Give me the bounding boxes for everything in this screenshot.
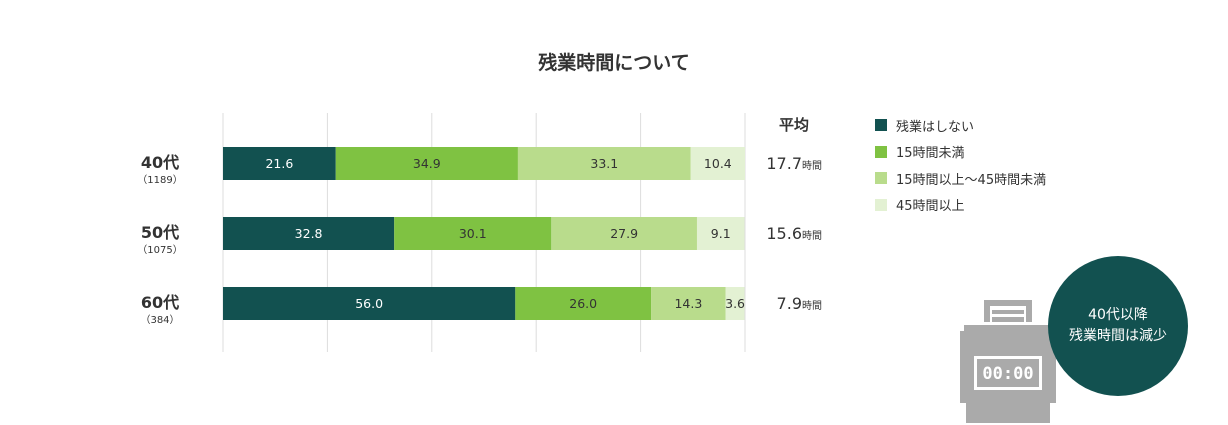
legend-item: 15時間以上～45時間未満: [875, 165, 1046, 192]
legend-label: 15時間以上～45時間未満: [896, 172, 1047, 188]
category-label: 60代: [141, 293, 179, 312]
bar-value-label: 32.8: [295, 226, 323, 241]
category-count: （384）: [140, 314, 179, 326]
bar-segment: [551, 217, 697, 250]
category-label: 50代: [141, 223, 179, 242]
category-count: （1189）: [137, 174, 182, 186]
bar-segment: [335, 147, 518, 180]
bar-segment: [223, 217, 395, 250]
bar-value-label: 33.1: [590, 156, 618, 171]
legend-label: 残業はしない: [896, 119, 975, 135]
bar-segment: [223, 147, 336, 180]
bar-segment: [651, 287, 726, 320]
bar-segment: [725, 287, 745, 320]
bar-value-label: 9.1: [711, 226, 731, 241]
bar-group: 21.6 34.9 33.1 10.4 32.8 30.1 27.9 9.1 56.0 26.0 1…: [223, 147, 745, 320]
bar-value-label: 26.0: [569, 296, 597, 311]
bar-value-label: 10.4: [704, 156, 732, 171]
timecard-display: 00:00: [982, 364, 1033, 384]
bar-segment: [696, 217, 745, 250]
average-header: 平均: [779, 116, 809, 134]
average-value: 7.9時間: [777, 294, 822, 313]
badge-line-1: 40代以降: [1088, 307, 1148, 323]
legend-item: 残業はしない: [875, 112, 1046, 139]
category-labels: 40代 （1189） 50代 （1075） 60代 （384）: [137, 153, 182, 326]
time-card-machine-icon: 00:00: [960, 300, 1056, 423]
summary-badge: 40代以降 残業時間は減少: [1048, 256, 1188, 396]
legend-swatch: [875, 172, 887, 185]
bar-value-label: 3.6: [725, 296, 745, 311]
bar-segment: [690, 147, 745, 180]
legend-swatch: [875, 119, 887, 132]
bar-segment: [223, 287, 516, 320]
average-value: 17.7時間: [766, 154, 822, 173]
chart-title: 残業時間について: [538, 52, 690, 74]
category-count: （1075）: [137, 244, 182, 256]
bar-value-label: 27.9: [610, 226, 638, 241]
legend-label: 45時間以上: [896, 199, 965, 215]
bar-segment: [517, 147, 691, 180]
bar-value-label: 34.9: [413, 156, 441, 171]
legend-swatch: [875, 145, 887, 158]
legend-item: 15時間未満: [875, 139, 1046, 166]
bar-value-label: 30.1: [459, 226, 487, 241]
badge-line-2: 残業時間は減少: [1069, 328, 1167, 344]
bar-value-label: 21.6: [265, 156, 293, 171]
bar-segment: [515, 287, 652, 320]
bar-value-label: 56.0: [355, 296, 383, 311]
average-value: 15.6時間: [766, 224, 822, 243]
bar-value-label: 14.3: [674, 296, 702, 311]
average-values: 17.7時間 15.6時間 7.9時間: [766, 154, 822, 313]
legend-swatch: [875, 198, 887, 211]
bar-segment: [394, 217, 552, 250]
legend: 残業はしない 15時間未満 15時間以上～45時間未満 45時間以上: [875, 112, 1046, 218]
category-label: 40代: [141, 153, 179, 172]
legend-label: 15時間未満: [896, 146, 965, 162]
legend-item: 45時間以上: [875, 192, 1046, 219]
